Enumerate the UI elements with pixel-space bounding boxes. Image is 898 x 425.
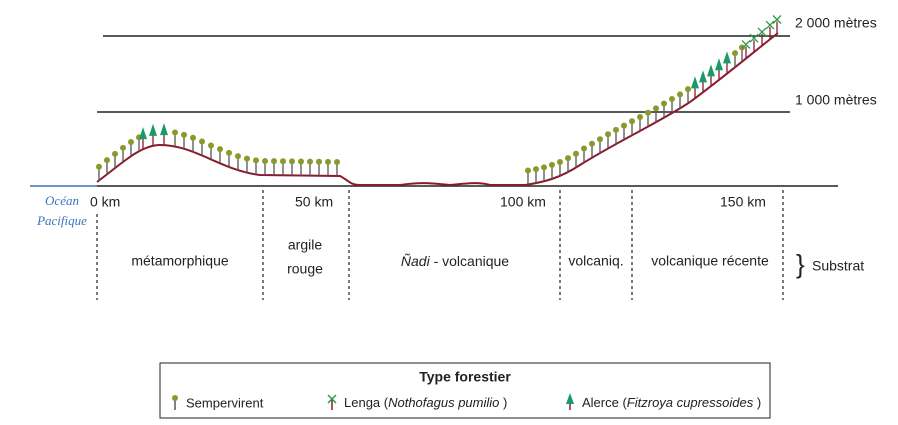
trees (96, 15, 782, 185)
substrate-italic: Ñadi (401, 253, 431, 269)
substrate-label: volcaniq. (568, 253, 623, 269)
distance-label: 0 km (90, 194, 120, 210)
tree-sempervirent (172, 129, 178, 136)
tree-sempervirent (653, 105, 659, 112)
icon-crown (566, 393, 574, 404)
legend-sempervirent: Sempervirent (172, 395, 264, 410)
tree-alerce (139, 127, 147, 140)
terrain-profile (96, 32, 779, 187)
tree-alerce (160, 123, 168, 136)
substrate-label: Ñadi - volcanique (401, 253, 509, 269)
substrate-label: volcanique récente (651, 253, 769, 269)
tree-sempervirent (565, 155, 571, 162)
tree-sempervirent (190, 134, 196, 141)
substrate-rest: - volcanique (430, 253, 510, 269)
tree-sempervirent (589, 140, 595, 147)
tree-alerce (723, 51, 731, 64)
tree-lenga (741, 39, 751, 49)
tree-sempervirent (280, 158, 286, 165)
altitude-label: 1 000 mètres (795, 92, 877, 108)
tree-alerce (699, 70, 707, 83)
tree-sempervirent (621, 122, 627, 129)
tree-sempervirent (581, 145, 587, 152)
legend-lenga: Lenga (Nothofagus pumilio ) (327, 394, 507, 410)
tree-sempervirent (104, 157, 110, 164)
tree-sempervirent (316, 158, 322, 165)
legend-species: Fitzroya cupressoides (627, 395, 754, 410)
tree-lenga (765, 20, 775, 30)
tree-sempervirent (677, 91, 683, 98)
legend-label: Alerce (Fitzroya cupressoides ) (582, 395, 761, 410)
tree-alerce (715, 58, 723, 71)
tree-sempervirent (271, 158, 277, 165)
tree-sempervirent (732, 50, 738, 57)
tree-sempervirent (573, 150, 579, 157)
legend-species: Nothofagus pumilio (388, 395, 499, 410)
tree-sempervirent (334, 158, 340, 165)
tree-sempervirent (605, 131, 611, 138)
tree-sempervirent (112, 150, 118, 157)
tree-sempervirent (199, 138, 205, 145)
tree-sempervirent (325, 158, 331, 165)
tree-alerce (707, 64, 715, 77)
tree-sempervirent (549, 161, 555, 168)
tree-alerce (691, 76, 699, 89)
tree-sempervirent (307, 158, 313, 165)
substrate-label: argile (288, 237, 322, 253)
ocean-label: Océan (45, 193, 79, 208)
icon-crown (327, 394, 337, 404)
tree-sempervirent (298, 158, 304, 165)
substrate-label: métamorphique (131, 253, 228, 269)
tree-sempervirent (181, 131, 187, 138)
legend-label: Lenga (Nothofagus pumilio ) (344, 395, 507, 410)
legend-title: Type forestier (419, 369, 511, 385)
substrate-label: rouge (287, 261, 323, 277)
legend-name: Alerce ( (582, 395, 627, 410)
tree-sempervirent (637, 114, 643, 121)
altitude-label: 2 000 mètres (795, 15, 877, 31)
tree-lenga (757, 27, 767, 37)
tree-lenga (749, 33, 759, 43)
tree-sempervirent (262, 158, 268, 165)
legend-alerce: Alerce (Fitzroya cupressoides ) (566, 393, 761, 410)
tree-sempervirent (557, 159, 563, 166)
distance-label: 150 km (720, 194, 766, 210)
tree-sempervirent (685, 86, 691, 93)
tree-alerce (149, 123, 157, 136)
tree-sempervirent (533, 166, 539, 173)
distance-label: 100 km (500, 194, 546, 210)
distance-label: 50 km (295, 194, 333, 210)
tree-sempervirent (217, 146, 223, 153)
ocean-label: Pacifique (36, 213, 87, 228)
tree-sempervirent (613, 126, 619, 133)
legend-box (159, 362, 771, 419)
tree-sempervirent (661, 100, 667, 107)
tree-sempervirent (226, 149, 232, 156)
tree-sempervirent (645, 109, 651, 116)
icon-crown (172, 395, 178, 401)
tree-lenga (772, 15, 782, 24)
tree-sempervirent (235, 153, 241, 160)
tree-sempervirent (120, 144, 126, 151)
substrate-title: Substrat (812, 258, 864, 274)
tree-sempervirent (541, 164, 547, 171)
tree-sempervirent (669, 96, 675, 103)
tree-sempervirent (629, 118, 635, 125)
tree-sempervirent (208, 142, 214, 149)
tree-sempervirent (253, 157, 259, 164)
tree-sempervirent (289, 158, 295, 165)
legend-close: ) (499, 395, 507, 410)
tree-sempervirent (597, 136, 603, 143)
tree-sempervirent (244, 155, 250, 162)
brace: } (796, 249, 805, 279)
tree-sempervirent (525, 167, 531, 174)
legend-name: Lenga ( (344, 395, 389, 410)
legend-close: ) (753, 395, 761, 410)
tree-sempervirent (96, 163, 102, 170)
legend-label: Sempervirent (186, 395, 264, 410)
tree-sempervirent (128, 139, 134, 146)
